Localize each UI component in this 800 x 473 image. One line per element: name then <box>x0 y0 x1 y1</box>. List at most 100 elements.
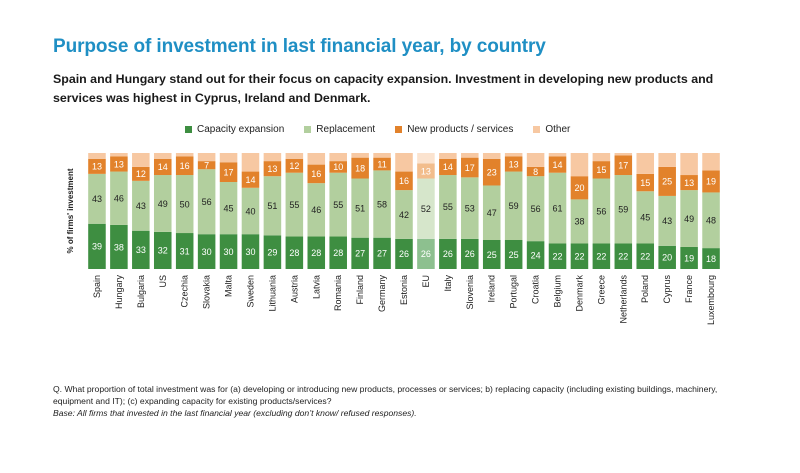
bar-segment-other-netherlands <box>614 153 633 156</box>
data-label-capacity-expansion-cyprus: 20 <box>662 253 672 263</box>
bar-segment-capacity-expansion-cyprus <box>658 245 676 269</box>
bar-segment-replacement-portugal <box>504 171 523 240</box>
bar-segment-other-lithuania <box>263 153 282 162</box>
data-label-replacement-spain: 43 <box>92 194 102 204</box>
data-label-capacity-expansion-finland: 27 <box>355 249 365 259</box>
bar-segment-capacity-expansion-spain <box>88 223 106 269</box>
data-label-new-products-poland: 15 <box>640 178 650 188</box>
category-label-netherlands: Netherlands <box>618 275 628 324</box>
bar-segment-other-ireland <box>482 153 501 159</box>
bar-segment-capacity-expansion-eu <box>417 238 435 269</box>
bar-segment-new-products-luxembourg <box>702 170 720 193</box>
category-label-malta: Malta <box>224 275 234 297</box>
data-label-replacement-ireland: 47 <box>487 208 497 218</box>
data-label-replacement-cyprus: 43 <box>662 216 672 226</box>
legend-label-replacement: Replacement <box>316 123 376 135</box>
bar-segment-capacity-expansion-portugal <box>504 240 523 269</box>
data-label-new-products-france: 13 <box>684 178 694 188</box>
data-label-replacement-italy: 55 <box>443 202 453 212</box>
bar-segment-replacement-belgium <box>548 172 567 244</box>
category-label-france: France <box>684 275 694 303</box>
bar-segment-replacement-germany <box>373 170 391 238</box>
bar-segment-replacement-hungary <box>110 171 128 225</box>
data-label-replacement-denmark: 38 <box>574 217 584 227</box>
bar-segment-new-products-austria <box>285 158 304 173</box>
bar-segment-capacity-expansion-romania <box>329 236 347 269</box>
bar-segment-other-croatia <box>526 153 545 167</box>
data-label-capacity-expansion-portugal: 25 <box>509 250 519 260</box>
bar-segment-new-products-lithuania <box>263 161 282 177</box>
bar-segment-other-slovenia <box>461 153 479 158</box>
data-label-capacity-expansion-czechia: 31 <box>180 246 190 256</box>
bar-segment-capacity-expansion-greece <box>592 243 611 269</box>
bar-segment-other-france <box>680 153 698 176</box>
data-label-capacity-expansion-bulgaria: 33 <box>136 245 146 255</box>
bar-segment-capacity-expansion-italy <box>439 238 457 269</box>
data-label-new-products-bulgaria: 12 <box>136 169 146 179</box>
bar-segment-other-eu <box>417 153 435 164</box>
bar-segment-capacity-expansion-lithuania <box>263 235 282 269</box>
bar-segment-capacity-expansion-us <box>153 231 172 269</box>
data-label-replacement-portugal: 59 <box>509 201 519 211</box>
category-label-italy: Italy <box>443 275 453 292</box>
chart-title: Purpose of investment in last financial … <box>53 36 546 57</box>
bar-segment-replacement-austria <box>285 172 304 237</box>
bar-segment-capacity-expansion-luxembourg <box>702 248 720 269</box>
data-label-replacement-france: 49 <box>684 214 694 224</box>
bar-segment-new-products-latvia <box>307 164 326 184</box>
data-label-capacity-expansion-ireland: 25 <box>487 250 497 260</box>
bar-segment-other-romania <box>329 153 347 162</box>
bar-segment-other-belgium <box>548 153 567 157</box>
bar-segment-capacity-expansion-netherlands <box>614 243 633 269</box>
bar-segment-capacity-expansion-slovakia <box>197 234 216 269</box>
category-label-greece: Greece <box>596 275 606 305</box>
bar-segment-other-czechia <box>175 153 194 157</box>
bar-segment-other-denmark <box>570 153 589 177</box>
bar-segment-new-products-estonia <box>395 171 413 191</box>
bar-segment-replacement-slovenia <box>461 177 479 239</box>
category-label-czechia: Czechia <box>180 275 190 308</box>
bar-segment-other-malta <box>219 153 238 163</box>
legend-swatch-replacement <box>304 125 312 133</box>
bar-segment-replacement-ireland <box>482 185 501 240</box>
data-label-replacement-latvia: 46 <box>311 205 321 215</box>
category-label-spain: Spain <box>92 275 102 298</box>
bar-segment-other-latvia <box>307 153 326 165</box>
bar-segment-new-products-romania <box>329 161 347 173</box>
bar-segment-other-austria <box>285 153 304 159</box>
bar-segment-replacement-lithuania <box>263 176 282 236</box>
data-label-new-products-latvia: 16 <box>311 169 321 179</box>
bar-segment-replacement-latvia <box>307 183 326 237</box>
data-label-new-products-italy: 14 <box>443 162 453 172</box>
data-label-new-products-romania: 10 <box>333 162 343 172</box>
category-label-denmark: Denmark <box>574 275 584 312</box>
footnote-question: Q. What proportion of total investment w… <box>53 384 718 406</box>
data-label-capacity-expansion-estonia: 26 <box>399 249 409 259</box>
bar-segment-new-products-croatia <box>526 166 545 177</box>
bar-segment-replacement-spain <box>88 173 106 224</box>
bar-segment-new-products-france <box>680 175 698 191</box>
data-label-capacity-expansion-belgium: 22 <box>553 252 563 262</box>
data-label-replacement-czechia: 50 <box>180 199 190 209</box>
bar-segment-replacement-greece <box>592 178 611 244</box>
category-label-austria: Austria <box>289 275 299 303</box>
data-label-capacity-expansion-austria: 28 <box>289 248 299 258</box>
bar-segment-capacity-expansion-austria <box>285 236 304 269</box>
bar-segment-other-bulgaria <box>132 153 150 167</box>
data-label-new-products-belgium: 14 <box>553 160 563 170</box>
bar-segment-capacity-expansion-germany <box>373 237 391 269</box>
bar-segment-capacity-expansion-slovenia <box>461 238 479 269</box>
bar-segment-new-products-hungary <box>110 156 128 172</box>
data-label-replacement-slovakia: 56 <box>202 197 212 207</box>
data-label-capacity-expansion-germany: 27 <box>377 249 387 259</box>
data-label-capacity-expansion-romania: 28 <box>333 248 343 258</box>
data-label-capacity-expansion-croatia: 24 <box>531 250 541 260</box>
bar-segment-replacement-malta <box>219 182 238 235</box>
data-label-capacity-expansion-malta: 30 <box>224 247 234 257</box>
legend-swatch-new-products <box>395 125 403 133</box>
bar-segment-other-portugal <box>504 153 523 157</box>
data-label-new-products-finland: 18 <box>355 163 365 173</box>
bar-segment-replacement-luxembourg <box>702 192 720 249</box>
data-label-new-products-hungary: 13 <box>114 159 124 169</box>
bar-segment-other-estonia <box>395 153 413 172</box>
